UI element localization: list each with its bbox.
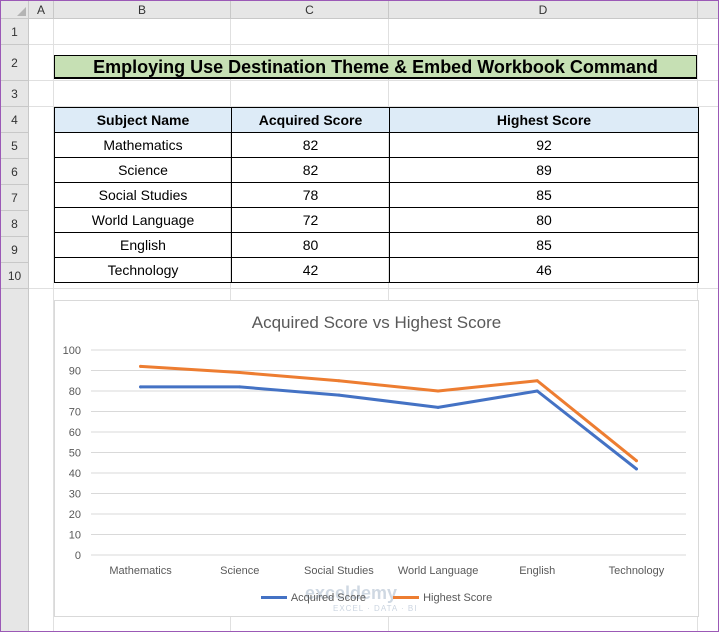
series-line-acquired <box>139 385 638 471</box>
column-header-b[interactable]: B <box>54 1 231 19</box>
column-header-a[interactable]: A <box>29 1 54 19</box>
data-point-highest <box>436 389 440 393</box>
cell-acquired[interactable]: 82 <box>231 132 390 158</box>
table-header-row: Subject Name Acquired Score Highest Scor… <box>54 107 699 133</box>
y-tick-label: 80 <box>69 386 81 398</box>
row-header-4[interactable]: 4 <box>1 107 29 133</box>
select-all-button[interactable] <box>1 1 29 19</box>
legend-swatch-acquired <box>260 596 287 599</box>
row-header-10[interactable]: 10 <box>1 263 29 289</box>
gridline <box>29 44 718 45</box>
x-tick-label: Science <box>220 565 259 577</box>
data-point-highest <box>634 459 638 463</box>
table-row: Technology 42 46 <box>54 257 699 283</box>
cell-highest[interactable]: 85 <box>389 182 699 208</box>
line-chart[interactable]: Acquired Score vs Highest Score 0 10 20 30 4… <box>54 300 699 617</box>
row-header-7[interactable]: 7 <box>1 185 29 211</box>
cell-acquired[interactable]: 42 <box>231 257 390 283</box>
row-header-3[interactable]: 3 <box>1 81 29 107</box>
cell-highest[interactable]: 46 <box>389 257 699 283</box>
gridline <box>29 80 718 81</box>
data-point-acquired <box>238 385 242 389</box>
table-row: Science 82 89 <box>54 157 699 183</box>
data-point-highest <box>535 379 539 383</box>
cell-subject[interactable]: Mathematics <box>54 132 232 158</box>
cell-subject[interactable]: World Language <box>54 207 232 233</box>
table-row: World Language 72 80 <box>54 207 699 233</box>
chart-title[interactable]: Acquired Score vs Highest Score <box>251 313 502 332</box>
gridline <box>53 19 54 631</box>
header-highest-score[interactable]: Highest Score <box>389 107 699 133</box>
legend-item-highest[interactable]: Highest Score <box>393 592 492 604</box>
header-acquired-score[interactable]: Acquired Score <box>231 107 390 133</box>
legend-label-highest: Highest Score <box>423 591 493 604</box>
row-header-9[interactable]: 9 <box>1 237 29 263</box>
gridline <box>29 288 718 289</box>
x-tick-label: Mathematics <box>109 565 172 577</box>
table-row: Social Studies 78 85 <box>54 182 699 208</box>
column-header-e[interactable] <box>698 1 718 19</box>
chart-legend[interactable]: Acquired Score Highest Score <box>55 590 698 604</box>
column-header-c[interactable]: C <box>231 1 389 19</box>
cell-subject[interactable]: Technology <box>54 257 232 283</box>
row-header-6[interactable]: 6 <box>1 159 29 185</box>
row-header-8[interactable]: 8 <box>1 211 29 237</box>
sheet-title[interactable]: Employing Use Destination Theme & Embed … <box>54 55 697 79</box>
legend-label-acquired: Acquired Score <box>290 591 367 604</box>
data-point-highest <box>139 364 143 368</box>
cell-highest[interactable]: 85 <box>389 232 699 258</box>
y-tick-label: 60 <box>69 427 81 439</box>
cell-highest[interactable]: 89 <box>389 157 699 183</box>
y-tick-label: 30 <box>69 489 81 501</box>
data-point-acquired <box>139 385 143 389</box>
data-point-acquired <box>436 405 440 409</box>
x-tick-label: Social Studies <box>304 565 374 577</box>
y-tick-label: 0 <box>75 550 81 562</box>
row-header-5[interactable]: 5 <box>1 133 29 159</box>
score-table: Subject Name Acquired Score Highest Scor… <box>54 107 699 283</box>
data-point-highest <box>337 379 341 383</box>
data-point-acquired <box>337 393 341 397</box>
cell-acquired[interactable]: 72 <box>231 207 390 233</box>
x-tick-label: World Language <box>398 565 479 577</box>
x-tick-label: Technology <box>609 565 665 577</box>
y-tick-label: 10 <box>69 530 81 542</box>
header-subject-name[interactable]: Subject Name <box>54 107 232 133</box>
table-row: Mathematics 82 92 <box>54 132 699 158</box>
cell-acquired[interactable]: 82 <box>231 157 390 183</box>
y-tick-label: 70 <box>69 407 81 419</box>
watermark-tagline: EXCEL · DATA · BI <box>333 604 418 613</box>
cell-highest[interactable]: 92 <box>389 132 699 158</box>
column-header-d[interactable]: D <box>389 1 698 19</box>
data-point-highest <box>238 371 242 375</box>
y-tick-label: 100 <box>63 345 81 357</box>
legend-item-acquired[interactable]: Acquired Score <box>260 591 367 604</box>
chart-plot-area: 0 10 20 30 40 50 60 70 80 90 100 Mathematics Science… <box>63 345 686 577</box>
x-tick-label: English <box>519 565 555 577</box>
y-tick-label: 40 <box>69 468 81 480</box>
cell-acquired[interactable]: 78 <box>231 182 390 208</box>
row-header-rest <box>1 289 29 631</box>
row-header-2[interactable]: 2 <box>1 45 29 81</box>
legend-swatch-highest <box>393 596 420 599</box>
row-header-1[interactable]: 1 <box>1 19 29 45</box>
gridline <box>29 106 718 107</box>
data-point-acquired <box>535 389 539 393</box>
series-line-highest <box>139 364 638 463</box>
cell-acquired[interactable]: 80 <box>231 232 390 258</box>
cell-subject[interactable]: Social Studies <box>54 182 232 208</box>
cell-subject[interactable]: English <box>54 232 232 258</box>
y-tick-label: 90 <box>69 366 81 378</box>
cell-subject[interactable]: Science <box>54 157 232 183</box>
y-tick-label: 50 <box>69 448 81 460</box>
table-row: English 80 85 <box>54 232 699 258</box>
watermark-logo: exceldemy <box>305 583 398 603</box>
cell-highest[interactable]: 80 <box>389 207 699 233</box>
data-point-acquired <box>634 467 638 471</box>
y-tick-label: 20 <box>69 509 81 521</box>
